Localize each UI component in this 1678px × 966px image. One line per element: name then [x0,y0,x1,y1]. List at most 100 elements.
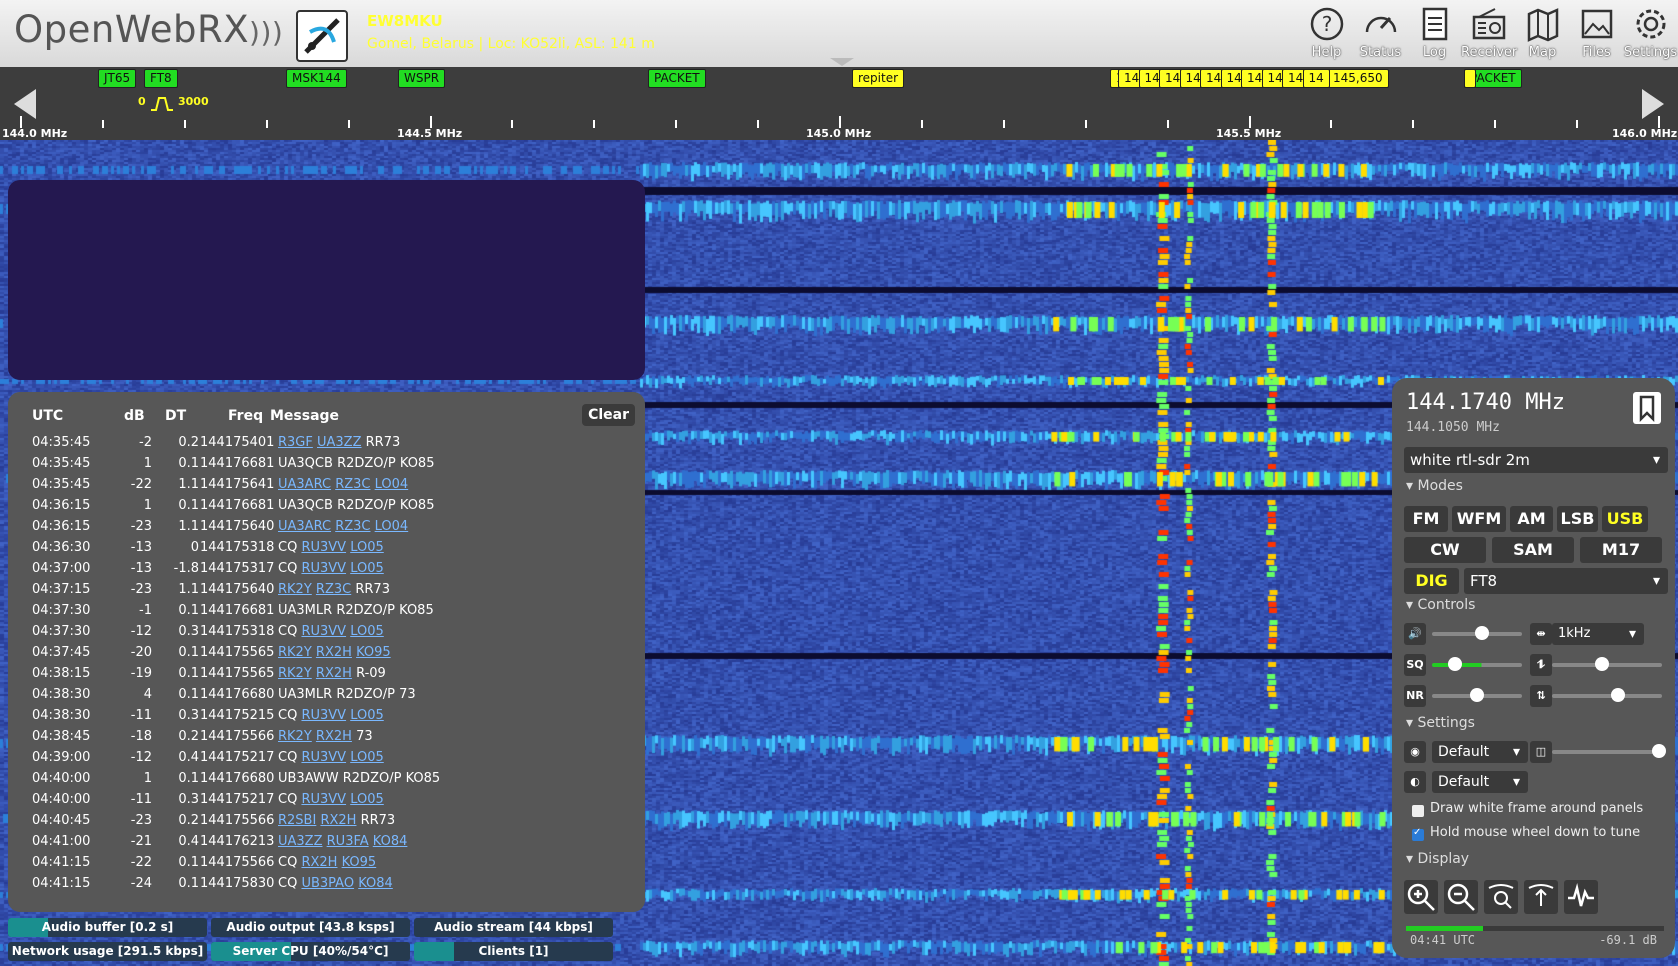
tuning-step-select[interactable]: 1kHz [1552,623,1644,645]
frame-checkbox[interactable] [1412,805,1424,817]
threshold-slider[interactable] [1552,663,1662,667]
scroll-left-icon[interactable] [4,79,44,129]
zoom-slider[interactable] [1552,750,1662,754]
callsign-link[interactable]: LO05 [350,708,384,723]
callsign-link[interactable]: RK2Y [278,666,312,681]
nav-map-button[interactable]: Map [1515,6,1570,60]
callsign-link[interactable]: KO95 [356,645,391,660]
bookmark-145650[interactable]: 145,650 [1327,69,1389,88]
noise-reduction-slider[interactable] [1432,694,1522,698]
callsign-link[interactable]: RX2H [316,666,352,681]
nav-status-button[interactable]: Status [1353,6,1408,60]
signal-level-readout: -69.1 dB [1599,933,1657,947]
bookmark-repiter[interactable]: repiter [852,69,904,88]
mode-button-fm[interactable]: FM [1404,506,1448,532]
modes-section-header[interactable]: ▾ Modes [1406,478,1463,494]
bookmark-partial[interactable] [1464,69,1476,88]
bookmark-14[interactable]: 14 [1303,69,1330,88]
callsign-link[interactable]: RU3VV [301,561,346,576]
bookmark-wspr[interactable]: WSPR [398,69,445,88]
callsign-link[interactable]: LO05 [350,624,384,639]
zoom-reset-icon[interactable] [1524,880,1558,914]
decoder-row: 04:35:45 -22 1.1 144175641 UA3ARC RZ3C LO04 [22,474,635,495]
display-section-header[interactable]: ▾ Display [1406,851,1469,867]
nav-files-button[interactable]: Files [1569,6,1624,60]
callsign-link[interactable]: R2SBI [278,813,316,828]
nav-log-button[interactable]: Log [1407,6,1462,60]
callsign-link[interactable]: UA3ZZ [317,435,362,450]
volume-slider[interactable] [1432,632,1522,636]
callsign-link[interactable]: RU3VV [301,624,346,639]
callsign-link[interactable]: LO04 [375,477,409,492]
nav-settings-button[interactable]: Settings [1623,6,1678,60]
callsign-link[interactable]: RZ3C [335,477,370,492]
callsign-link[interactable]: RU3VV [301,540,346,555]
nav-receiver-button[interactable]: Receiver [1461,6,1516,60]
volume-icon[interactable]: 🔊 [1404,623,1426,645]
openwebrx-logo[interactable]: OpenWebRX))) [14,8,283,51]
theme-select[interactable]: Default [1432,741,1528,763]
callsign-link[interactable]: UB3PAO [301,876,354,891]
callsign-link[interactable]: RX2H [316,729,352,744]
nav-help-button[interactable]: ? Help [1299,6,1354,60]
callsign-link[interactable]: UA3ARC [278,519,331,534]
bookmark-icon[interactable] [1633,392,1661,424]
callsign-link[interactable]: LO05 [350,792,384,807]
callsign-link[interactable]: RZ3C [335,519,370,534]
callsign-link[interactable]: LO05 [350,561,384,576]
mode-button-dig[interactable]: DIG [1404,568,1459,594]
callsign-link[interactable]: RX2H [301,855,337,870]
callsign-link[interactable]: RU3VV [301,792,346,807]
callsign-link[interactable]: R3GF [278,435,313,450]
digital-mode-select[interactable]: FT8 [1464,568,1668,594]
callsign-link[interactable]: RK2Y [278,645,312,660]
bookmark-msk144[interactable]: MSK144 [286,69,347,88]
frequency-scale[interactable]: JT65FT8MSK144WSPRPACKETrepiter14145,650P… [0,67,1678,140]
callsign-link[interactable]: LO04 [375,519,409,534]
callsign-link[interactable]: KO95 [342,855,377,870]
message-word: R2DZO/P [337,456,396,471]
callsign-link[interactable]: RX2H [316,645,352,660]
bookmark-packet[interactable]: PACKET [648,69,706,88]
clear-button[interactable]: Clear [582,404,635,426]
callsign-link[interactable]: KO84 [358,876,393,891]
mode-button-usb[interactable]: USB [1602,506,1648,532]
gain-slider[interactable] [1552,694,1662,698]
scroll-right-icon[interactable] [1634,79,1674,129]
settings-section-header[interactable]: ▾ Settings [1406,715,1475,731]
callsign-link[interactable]: RU3VV [301,708,346,723]
callsign-link[interactable]: KO84 [373,834,408,849]
mode-button-cw[interactable]: CW [1404,537,1486,563]
cell-dt: 0.1 [152,663,199,684]
callsign-link[interactable]: LO05 [350,540,384,555]
callsign-link[interactable]: RK2Y [278,582,312,597]
squelch-icon[interactable]: SQ [1404,654,1426,676]
mode-button-m17[interactable]: M17 [1580,537,1662,563]
mode-button-wfm[interactable]: WFM [1452,506,1506,532]
mode-button-am[interactable]: AM [1510,506,1553,532]
bookmark-ft8[interactable]: FT8 [144,69,178,88]
bookmark-jt65[interactable]: JT65 [98,69,136,88]
noise-reduction-icon[interactable]: NR [1404,685,1426,707]
mouse-wheel-checkbox[interactable] [1412,829,1424,841]
callsign-link[interactable]: RK2Y [278,729,312,744]
zoom-to-passband-icon[interactable] [1484,880,1518,914]
squelch-slider[interactable] [1432,663,1522,667]
callsign-link[interactable]: RX2H [320,813,356,828]
header-collapse-toggle[interactable] [830,58,854,66]
mode-button-sam[interactable]: SAM [1492,537,1574,563]
zoom-out-icon[interactable] [1444,880,1478,914]
profile-select[interactable]: white rtl-sdr 2m [1404,447,1668,473]
spectrum-toggle-icon[interactable] [1564,880,1598,914]
callsign-link[interactable]: RZ3C [316,582,351,597]
zoom-in-icon[interactable] [1404,880,1438,914]
contrast-select[interactable]: Default [1432,771,1528,793]
callsign-link[interactable]: RU3FA [327,834,369,849]
callsign-link[interactable]: RU3VV [301,750,346,765]
callsign-link[interactable]: UA3ARC [278,477,331,492]
callsign-link[interactable]: LO05 [350,750,384,765]
mode-button-lsb[interactable]: LSB [1557,506,1598,532]
frequency-display[interactable]: 144.1740 MHz [1406,390,1565,415]
callsign-link[interactable]: UA3ZZ [278,834,323,849]
controls-section-header[interactable]: ▾ Controls [1406,597,1475,613]
